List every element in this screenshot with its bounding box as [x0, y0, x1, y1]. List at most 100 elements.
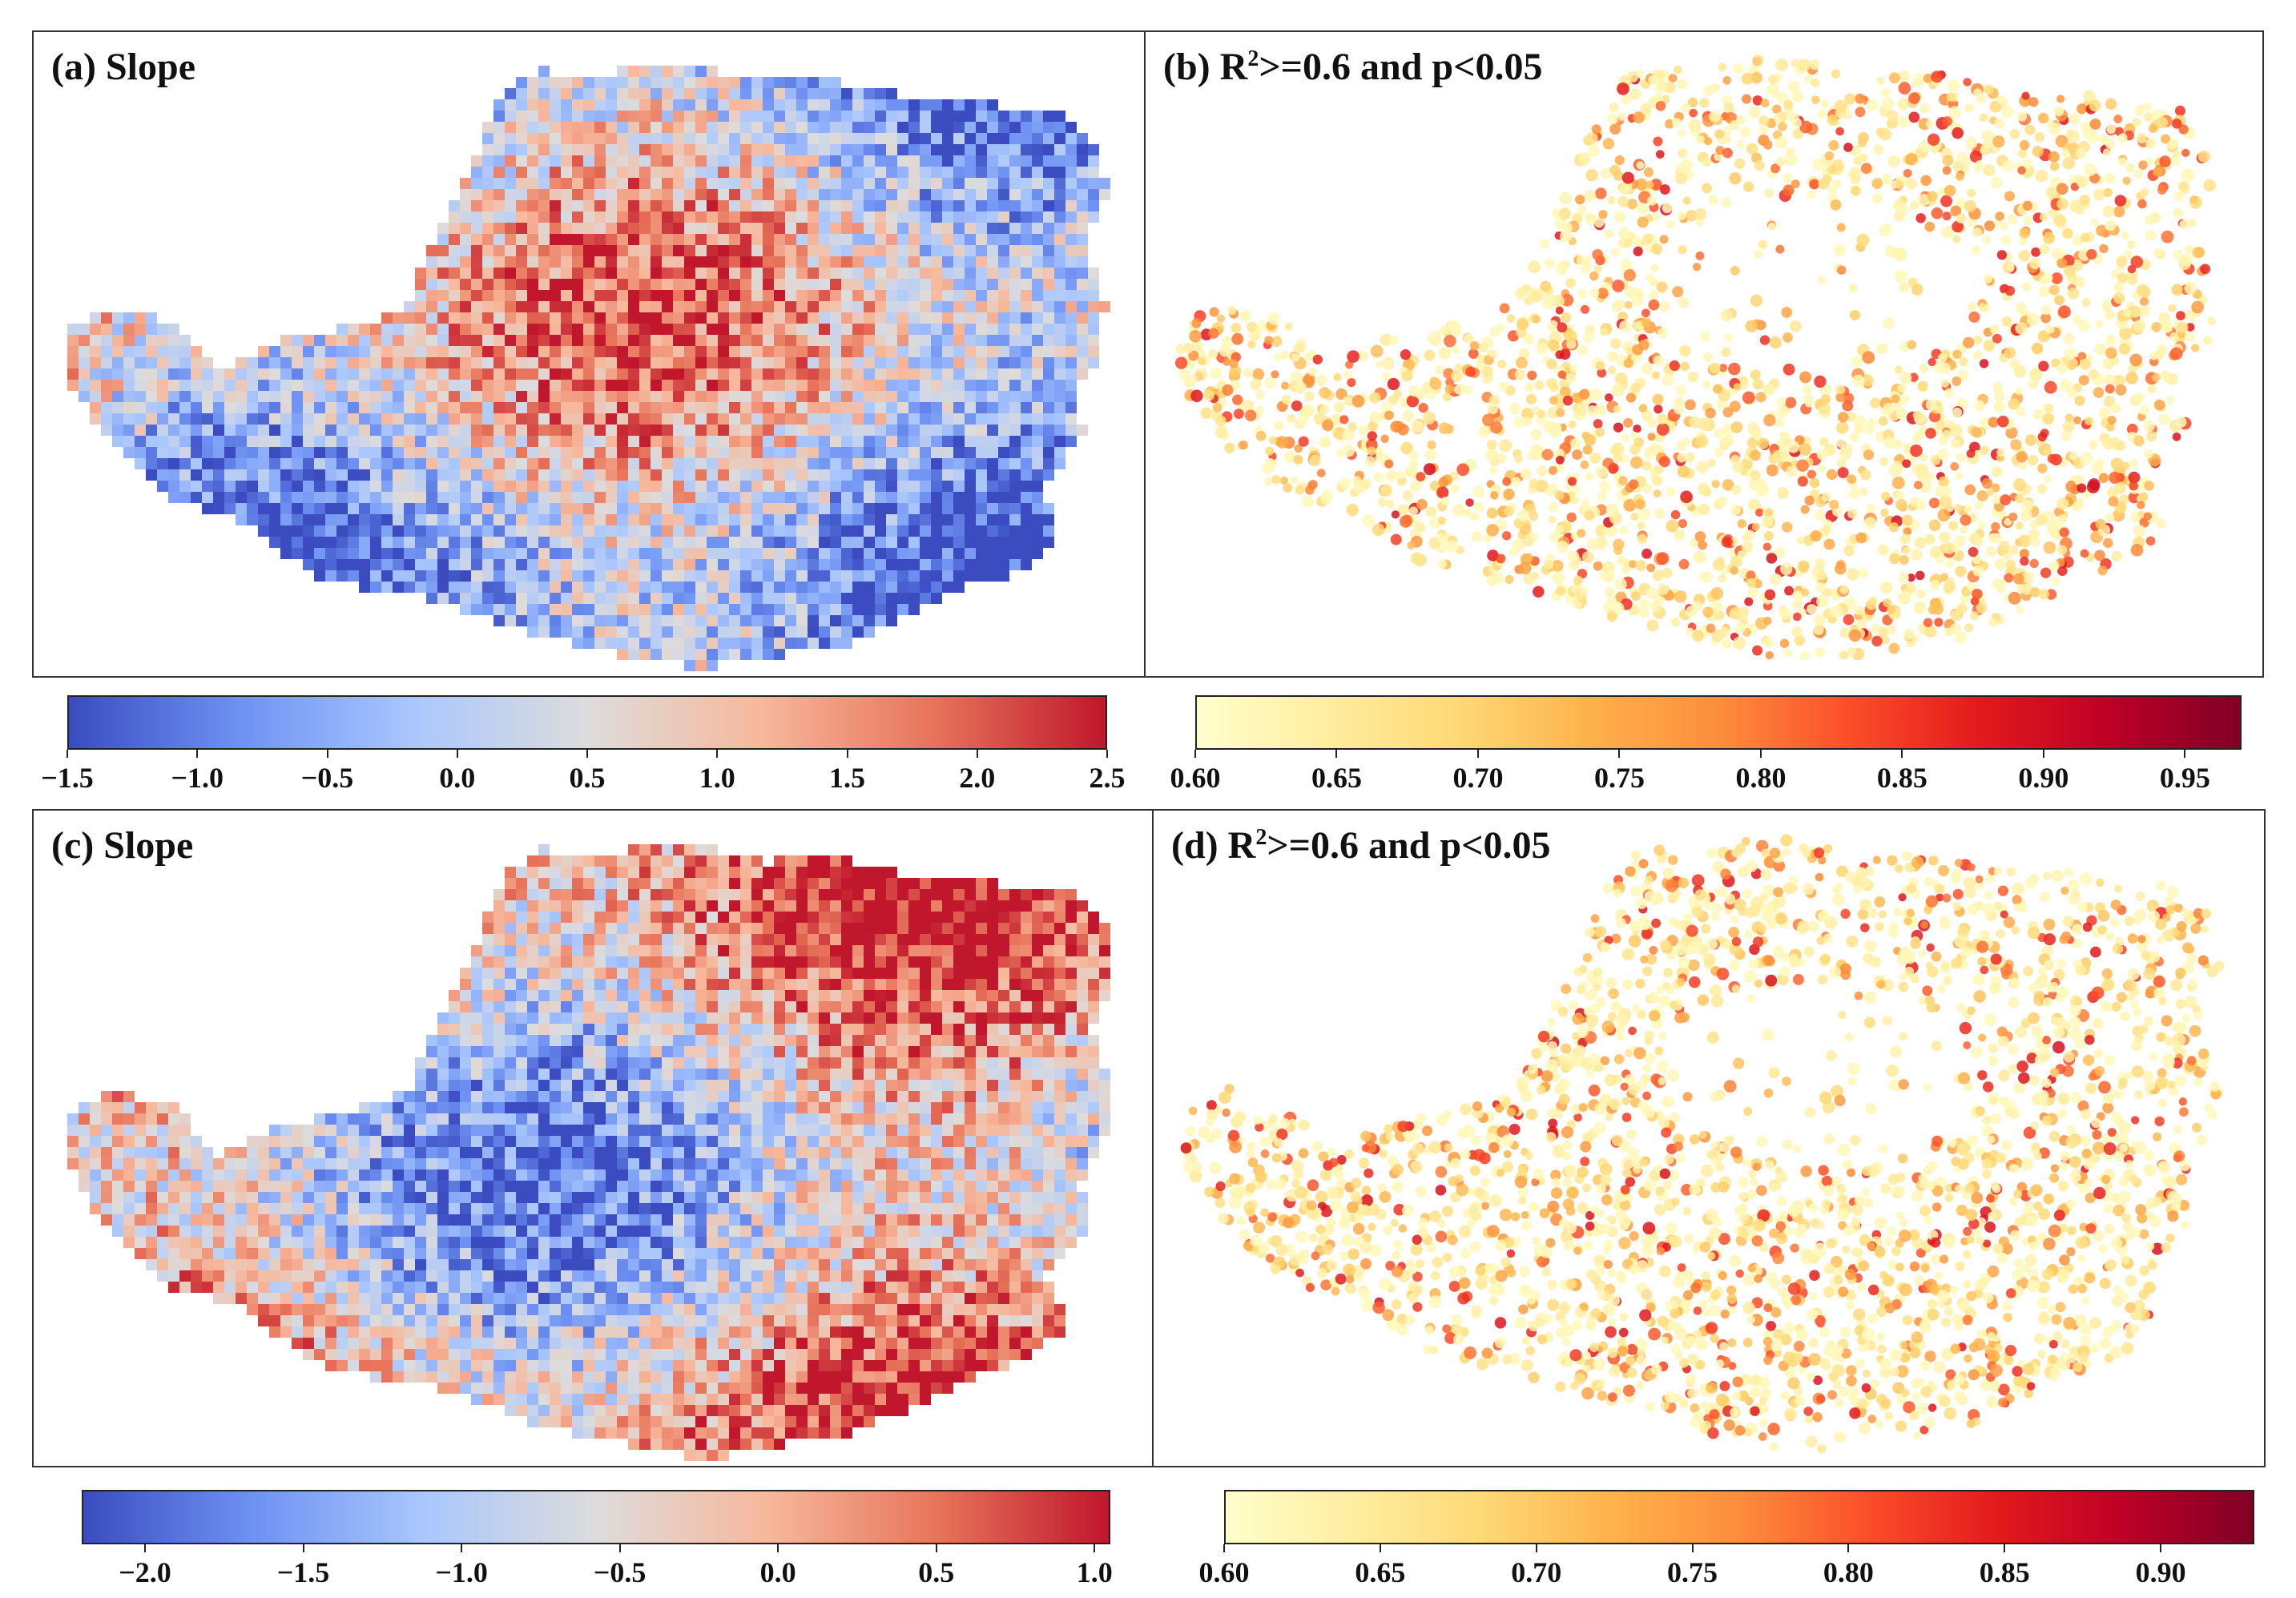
slope-cell — [796, 525, 808, 537]
slope-cell — [931, 312, 942, 324]
slope-cell — [897, 290, 908, 301]
slope-cell — [729, 391, 740, 402]
slope-cell — [112, 335, 123, 346]
slope-cell — [875, 447, 886, 458]
slope-cell — [550, 324, 561, 335]
slope-cell — [942, 492, 953, 503]
slope-cell — [639, 649, 651, 660]
slope-cell — [897, 391, 908, 402]
slope-cell — [707, 223, 718, 234]
slope-cell — [471, 604, 482, 615]
slope-cell — [236, 402, 247, 413]
slope-cell — [112, 391, 123, 402]
slope-cell — [146, 391, 157, 402]
slope-cell — [763, 525, 774, 537]
slope-cell — [718, 548, 729, 559]
slope-cell — [852, 368, 864, 380]
slope-cell — [1009, 167, 1021, 178]
slope-cell — [1043, 312, 1054, 324]
slope-cell — [471, 380, 482, 391]
slope-cell — [135, 458, 146, 469]
r2-point — [2048, 284, 2060, 296]
slope-cell — [505, 436, 516, 447]
slope-cell — [808, 425, 819, 436]
r2-point — [2173, 191, 2184, 202]
slope-cell — [1043, 503, 1054, 514]
slope-cell — [224, 380, 236, 391]
slope-cell — [460, 357, 471, 368]
slope-cell — [1043, 178, 1054, 189]
slope-cell — [740, 279, 751, 290]
r2-point — [2188, 219, 2197, 227]
slope-cell — [437, 391, 449, 402]
slope-cell — [303, 447, 314, 458]
slope-cell — [336, 559, 348, 570]
slope-cell — [998, 402, 1009, 413]
slope-cell — [639, 324, 651, 335]
r2-point — [1497, 359, 1507, 368]
slope-cell — [763, 312, 774, 324]
slope-cell — [830, 559, 841, 570]
r2-point — [1621, 565, 1631, 574]
slope-cell — [718, 88, 729, 99]
r2-point — [2051, 248, 2064, 260]
slope-cell — [460, 582, 471, 593]
slope-cell — [841, 458, 852, 469]
slope-cell — [617, 357, 628, 368]
slope-cell — [886, 570, 897, 582]
slope-cell — [1009, 279, 1021, 290]
slope-cell — [314, 548, 325, 559]
slope-cell — [202, 447, 213, 458]
slope-cell — [841, 481, 852, 492]
r2-point — [1527, 370, 1537, 380]
slope-cell — [594, 200, 606, 211]
slope-cell — [841, 368, 852, 380]
r2-point — [1365, 456, 1376, 467]
slope-cell — [359, 402, 370, 413]
slope-cell — [976, 234, 987, 245]
slope-cell — [695, 312, 707, 324]
slope-cell — [897, 346, 908, 357]
slope-cell — [1032, 481, 1043, 492]
slope-cell — [1009, 268, 1021, 279]
slope-cell — [662, 200, 673, 211]
slope-cell — [561, 223, 572, 234]
slope-cell — [763, 626, 774, 638]
slope-cell — [628, 77, 639, 88]
slope-cell — [505, 346, 516, 357]
slope-cell — [146, 458, 157, 469]
r2-point — [2178, 124, 2189, 135]
panel-a-title: (a) Slope — [51, 46, 195, 88]
slope-cell — [707, 604, 718, 615]
slope-cell — [303, 402, 314, 413]
slope-cell — [628, 178, 639, 189]
slope-cell — [819, 178, 830, 189]
slope-cell — [718, 649, 729, 660]
slope-cell — [987, 357, 998, 368]
slope-cell — [965, 290, 976, 301]
slope-cell — [908, 391, 920, 402]
slope-cell — [976, 458, 987, 469]
slope-cell — [695, 391, 707, 402]
slope-cell — [606, 514, 617, 525]
slope-cell — [628, 368, 639, 380]
slope-cell — [516, 88, 527, 99]
slope-cell — [594, 503, 606, 514]
slope-cell — [572, 346, 583, 357]
r2-point — [1784, 649, 1793, 658]
slope-cell — [864, 324, 875, 335]
slope-cell — [516, 256, 527, 268]
slope-cell — [594, 189, 606, 200]
slope-cell — [897, 425, 908, 436]
r2-point — [1561, 312, 1572, 323]
slope-cell — [628, 133, 639, 144]
r2-point — [2110, 269, 2120, 279]
slope-cell — [359, 380, 370, 391]
slope-cell — [987, 537, 998, 548]
r2-point — [1610, 338, 1621, 349]
slope-cell — [628, 155, 639, 167]
slope-cell — [987, 268, 998, 279]
slope-cell — [123, 368, 135, 380]
r2-point — [2016, 606, 2024, 614]
slope-cell — [606, 368, 617, 380]
